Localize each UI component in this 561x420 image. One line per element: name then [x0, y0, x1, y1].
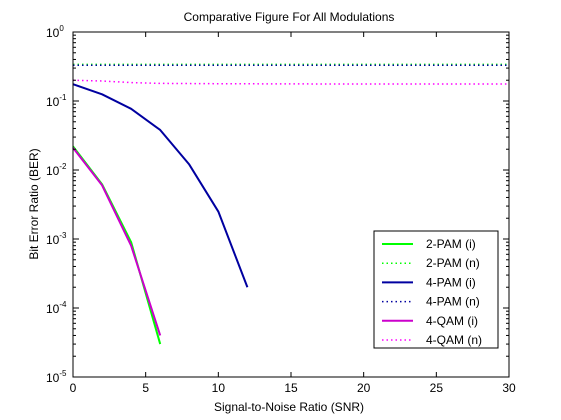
- y-tick-base-5: 10: [46, 371, 60, 385]
- x-axis-title: Signal-to-Noise Ratio (SNR): [214, 400, 364, 414]
- y-tick-base-1: 10: [46, 95, 60, 109]
- x-tick-label-2: 10: [212, 381, 226, 395]
- legend-label-4: 4-QAM (i): [426, 314, 478, 328]
- x-tick-label-1: 5: [142, 381, 149, 395]
- legend-label-5: 4-QAM (n): [426, 333, 482, 347]
- y-tick-label-2: 10-2: [46, 162, 67, 178]
- y-tick-exponent-1: -1: [59, 93, 67, 102]
- y-tick-base-2: 10: [46, 164, 60, 178]
- y-tick-label-3: 10-3: [46, 231, 67, 247]
- y-tick-label-5: 10-5: [46, 369, 67, 385]
- y-tick-exponent-4: -4: [59, 300, 67, 309]
- y-tick-label-4: 10-4: [46, 300, 67, 316]
- y-tick-exponent-0: 0: [59, 24, 64, 33]
- series-line-5: [72, 79, 509, 85]
- y-tick-label-1: 10-1: [46, 93, 67, 109]
- legend: 2-PAM (i) 2-PAM (n) 4-PAM (i) 4-PAM (n) 4-QA…: [373, 230, 499, 349]
- y-tick-base-4: 10: [46, 302, 60, 316]
- legend-box: [373, 230, 499, 349]
- legend-label-3: 4-PAM (n): [426, 295, 480, 309]
- legend-label-0: 2-PAM (i): [426, 237, 476, 251]
- x-tick-label-5: 25: [430, 381, 444, 395]
- x-tick-label-3: 15: [284, 381, 298, 395]
- y-tick-exponent-5: -5: [59, 369, 67, 378]
- series-layer: [72, 63, 509, 345]
- x-tick-label-6: 30: [502, 381, 516, 395]
- legend-label-2: 4-PAM (i): [426, 275, 476, 289]
- chart-title: Comparative Figure For All Modulations: [184, 10, 395, 24]
- y-axis-title: Bit Error Ratio (BER): [27, 148, 41, 259]
- series-line-2: [72, 83, 249, 288]
- series-line-4: [72, 147, 162, 336]
- y-tick-exponent-2: -2: [59, 162, 67, 171]
- y-tick-base-3: 10: [46, 233, 60, 247]
- legend-label-1: 2-PAM (n): [426, 256, 480, 270]
- x-tick-label-4: 20: [357, 381, 371, 395]
- y-tick-label-0: 100: [46, 24, 64, 40]
- y-tick-base-0: 10: [46, 26, 60, 40]
- y-tick-exponent-3: -3: [59, 231, 67, 240]
- x-tick-label-0: 0: [70, 381, 77, 395]
